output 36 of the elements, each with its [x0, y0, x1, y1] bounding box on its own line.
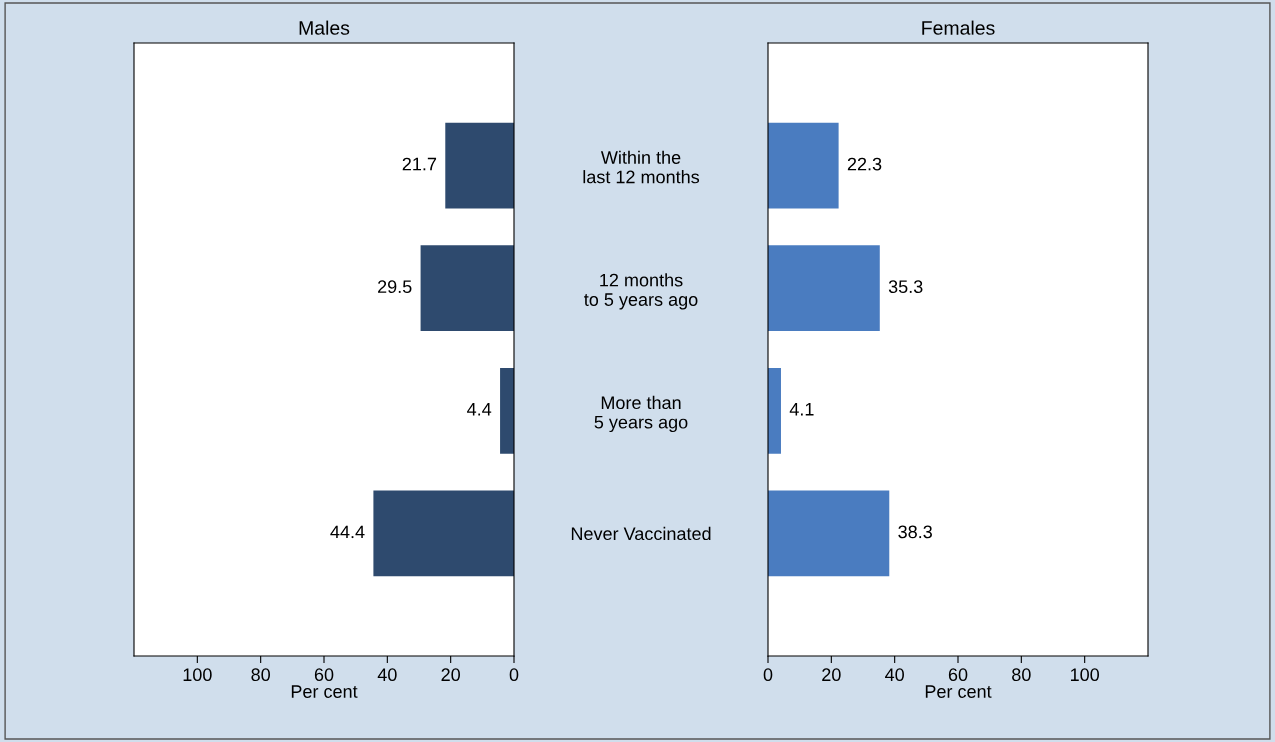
- x-tick-label: 100: [1070, 668, 1100, 682]
- bar: [500, 367, 514, 454]
- y-tick-label: Within the last 12 months: [583, 150, 700, 184]
- x-tick-label: 0: [763, 668, 773, 682]
- bar: [420, 245, 514, 332]
- bar: [373, 490, 514, 577]
- x-tick-label: 80: [1012, 668, 1031, 682]
- x-tick-label: 40: [377, 668, 397, 682]
- bar: [768, 490, 890, 577]
- y-tick-label: 12 months to 5 years ago: [584, 273, 698, 310]
- data-label: 35.3: [888, 280, 923, 294]
- y-tick-label: More than 5 years ago: [594, 395, 688, 433]
- x-tick-label: 80: [251, 668, 270, 682]
- chart-title: Males: [299, 20, 350, 35]
- data-label: 29.5: [378, 280, 412, 294]
- chart-title: Females: [922, 20, 995, 35]
- data-label: 22.3: [847, 157, 882, 171]
- bar: [768, 367, 781, 454]
- bar: [445, 122, 514, 209]
- data-label: 38.3: [898, 525, 932, 539]
- data-label: 4.4: [467, 403, 492, 416]
- x-tick-label: 60: [314, 668, 334, 682]
- x-tick-label: 20: [822, 668, 841, 682]
- bar: [768, 245, 880, 332]
- data-label: 44.4: [330, 525, 365, 539]
- data-label: 4.1: [789, 403, 814, 416]
- x-tick-label: 20: [441, 668, 460, 682]
- x-tick-label: 60: [948, 668, 968, 682]
- y-tick-label: Never Vaccinated: [571, 526, 711, 541]
- x-axis-title: Per cent: [291, 685, 358, 698]
- x-tick-label: 0: [509, 668, 519, 682]
- bar: [768, 122, 839, 209]
- x-tick-label: 40: [885, 668, 904, 682]
- data-label: 21.7: [402, 157, 437, 171]
- x-axis-title: Per cent: [925, 685, 992, 698]
- x-tick-label: 100: [183, 668, 212, 682]
